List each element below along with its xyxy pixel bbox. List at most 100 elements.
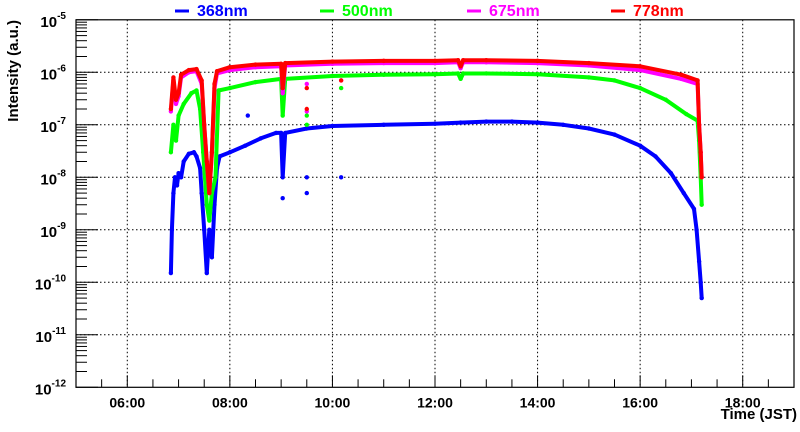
data-point <box>330 123 335 129</box>
data-point <box>169 227 175 232</box>
data-point <box>695 78 700 83</box>
data-point <box>304 122 309 128</box>
x-tick-label: 14:00 <box>520 394 556 410</box>
data-point <box>330 59 335 64</box>
data-point <box>204 202 209 207</box>
data-point <box>194 154 199 159</box>
data-point <box>637 67 643 73</box>
legend: 368nm 500nm 675nm 778nm <box>175 3 684 20</box>
data-point <box>212 202 217 207</box>
data-point <box>684 111 689 117</box>
data-point <box>173 97 179 102</box>
data-point <box>176 170 181 176</box>
data-point <box>204 270 209 276</box>
y-tick-label: 10-11 <box>35 326 66 346</box>
series-layer <box>168 58 704 301</box>
x-tick-label: 06:00 <box>109 394 145 410</box>
data-point <box>637 143 643 148</box>
data-point <box>253 62 258 67</box>
data-point <box>455 58 461 63</box>
data-point <box>696 259 702 264</box>
data-point <box>455 71 461 76</box>
x-tick-label: 10:00 <box>315 394 351 410</box>
data-point <box>458 76 463 82</box>
data-point <box>258 136 263 141</box>
data-point <box>586 60 592 66</box>
data-point <box>699 202 704 207</box>
series-line <box>168 71 704 223</box>
data-point <box>207 227 212 232</box>
data-point <box>561 122 566 128</box>
data-point <box>304 190 309 196</box>
series-368nm <box>168 113 704 301</box>
data-point <box>207 190 212 196</box>
data-point <box>699 295 704 301</box>
data-point <box>227 85 233 91</box>
data-point <box>381 58 386 64</box>
data-point <box>283 60 288 66</box>
data-point <box>214 68 220 74</box>
data-point <box>330 73 335 79</box>
data-point <box>698 280 703 285</box>
y-tick-label: 10-8 <box>40 168 66 188</box>
data-point <box>181 101 186 107</box>
data-point <box>461 58 466 63</box>
y-tick-label: 10-5 <box>40 11 66 31</box>
data-point <box>535 72 540 77</box>
data-point <box>173 101 179 107</box>
data-point <box>484 119 489 124</box>
data-point <box>637 64 643 69</box>
data-point <box>637 85 643 91</box>
data-point <box>227 150 233 155</box>
data-point <box>172 175 178 180</box>
data-point <box>612 132 617 137</box>
data-point <box>278 61 284 67</box>
data-point <box>280 113 285 118</box>
data-point <box>212 81 217 87</box>
axis-ticks: 06:00 08:00 10:00 12:00 14:00 16:00 18:00 10-5 1… <box>35 11 795 410</box>
legend-label: 500nm <box>342 3 393 20</box>
data-point <box>199 190 204 196</box>
data-point <box>678 72 684 77</box>
data-point <box>484 71 489 76</box>
x-axis-label: Time (JST) <box>721 406 797 423</box>
data-point <box>694 227 699 232</box>
data-point <box>696 122 702 128</box>
data-point <box>458 64 463 69</box>
data-point <box>186 67 192 73</box>
data-point <box>178 72 184 77</box>
data-point <box>278 130 284 136</box>
data-point <box>586 75 592 80</box>
series-778nm <box>168 58 704 196</box>
data-point <box>432 58 438 64</box>
x-tick-label: 08:00 <box>212 394 248 410</box>
data-point <box>280 175 285 180</box>
x-tick-label: 12:00 <box>417 394 453 410</box>
data-point <box>338 78 344 83</box>
data-point <box>199 78 204 83</box>
data-point <box>280 85 285 91</box>
data-point <box>197 165 203 171</box>
data-point <box>432 72 438 77</box>
data-point <box>586 126 592 131</box>
y-tick-label: 10-7 <box>40 116 66 136</box>
data-point <box>171 122 176 128</box>
legend-label: 368nm <box>197 3 248 20</box>
data-point <box>194 66 199 72</box>
grid <box>76 19 794 388</box>
data-point <box>691 206 697 212</box>
data-point <box>216 88 221 93</box>
data-point <box>535 58 540 64</box>
series-line <box>168 58 704 196</box>
series-675nm <box>168 60 704 196</box>
data-point <box>245 113 251 118</box>
data-point <box>304 81 309 87</box>
data-point <box>338 85 344 91</box>
data-point <box>243 143 248 148</box>
data-point <box>461 71 466 76</box>
legend-label: 675nm <box>489 3 540 20</box>
data-point <box>253 79 258 85</box>
legend-label: 778nm <box>633 3 684 20</box>
data-point <box>189 90 194 96</box>
data-point <box>273 130 279 136</box>
